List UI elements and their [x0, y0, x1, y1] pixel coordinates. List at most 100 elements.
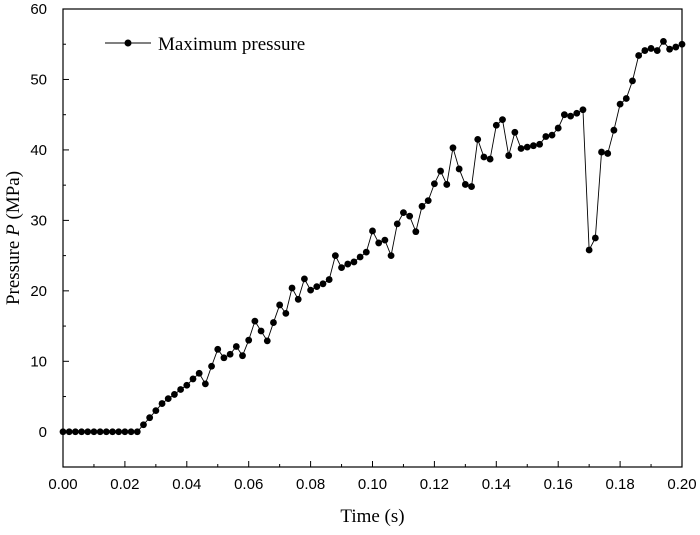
data-point — [313, 283, 321, 291]
data-point — [598, 148, 605, 156]
data-point — [499, 116, 506, 124]
data-point — [257, 327, 265, 335]
data-point — [567, 112, 574, 120]
data-point — [579, 106, 587, 114]
data-point — [486, 155, 494, 163]
x-tick-label: 0.16 — [544, 476, 573, 493]
data-point — [171, 391, 178, 398]
x-tick-label: 0.08 — [296, 476, 325, 493]
data-point — [418, 202, 426, 210]
y-tick-label: 0 — [39, 424, 47, 441]
data-point — [276, 301, 284, 309]
data-point — [653, 47, 661, 54]
data-point — [443, 181, 451, 188]
x-tick-label: 0.04 — [172, 476, 201, 493]
data-point — [530, 142, 537, 150]
data-point — [338, 264, 345, 271]
data-point — [294, 295, 302, 303]
x-tick-label: 0.18 — [605, 476, 634, 493]
data-point — [251, 317, 259, 325]
data-point — [65, 428, 73, 436]
y-tick-label: 60 — [30, 1, 47, 18]
data-point — [666, 45, 674, 53]
x-tick-label: 0.02 — [110, 476, 139, 493]
data-point — [560, 111, 568, 119]
data-point — [610, 126, 618, 134]
data-point — [115, 428, 123, 436]
data-point — [548, 131, 556, 139]
data-layer — [59, 38, 686, 436]
data-point — [505, 152, 513, 159]
x-tick-label: 0.06 — [234, 476, 263, 493]
data-point — [511, 128, 519, 136]
data-point — [622, 95, 630, 102]
data-point — [412, 228, 420, 236]
data-point — [616, 100, 624, 108]
data-point — [362, 248, 370, 256]
data-point — [375, 239, 383, 247]
data-point — [480, 153, 488, 161]
data-point — [635, 52, 643, 59]
data-point — [239, 352, 246, 360]
data-point — [208, 362, 215, 370]
data-point — [270, 319, 277, 326]
y-tick-label: 30 — [30, 212, 47, 229]
data-point — [344, 260, 352, 268]
data-point — [536, 140, 544, 148]
data-point — [331, 252, 339, 260]
data-point — [71, 428, 79, 436]
y-axis-title: Pressure P (MPa) — [3, 171, 24, 305]
legend: Maximum pressure — [105, 34, 305, 55]
y-tick-label: 20 — [30, 283, 47, 300]
data-point — [468, 183, 475, 190]
data-point — [189, 375, 197, 383]
data-point — [232, 343, 240, 350]
data-point — [350, 258, 358, 266]
data-point — [542, 133, 550, 140]
data-point — [523, 143, 531, 151]
data-point — [158, 400, 166, 407]
x-tick-label: 0.20 — [667, 476, 696, 493]
data-point — [554, 124, 562, 132]
data-point — [84, 428, 92, 436]
data-point — [177, 386, 185, 393]
data-point — [263, 337, 271, 345]
data-point — [604, 150, 612, 157]
data-point — [474, 135, 482, 143]
legend-marker — [124, 39, 132, 47]
data-point — [245, 336, 253, 344]
data-point — [393, 220, 401, 228]
data-point — [183, 381, 191, 389]
data-point — [96, 428, 104, 436]
data-point — [449, 144, 457, 152]
data-point — [492, 121, 500, 129]
data-point — [461, 181, 469, 188]
data-point — [164, 395, 172, 403]
data-point — [629, 77, 636, 85]
data-point — [133, 428, 141, 436]
y-tick-label: 50 — [30, 71, 47, 88]
data-point — [102, 428, 110, 436]
data-point — [307, 286, 314, 294]
data-point — [369, 227, 376, 235]
y-tick-label: 40 — [30, 142, 47, 159]
data-point — [146, 414, 154, 422]
data-point — [660, 38, 667, 45]
data-point — [226, 350, 234, 358]
data-point — [201, 380, 209, 388]
data-point — [90, 428, 98, 436]
data-point — [319, 280, 327, 288]
series-line — [63, 40, 683, 433]
data-point — [220, 354, 228, 362]
data-point — [641, 47, 649, 54]
data-point — [325, 276, 333, 283]
data-point — [431, 180, 438, 188]
data-point — [356, 253, 364, 261]
data-point — [381, 236, 389, 244]
data-point — [214, 345, 222, 353]
data-point — [282, 309, 290, 317]
data-point — [672, 43, 680, 51]
data-point — [647, 45, 655, 52]
data-point — [109, 428, 116, 436]
